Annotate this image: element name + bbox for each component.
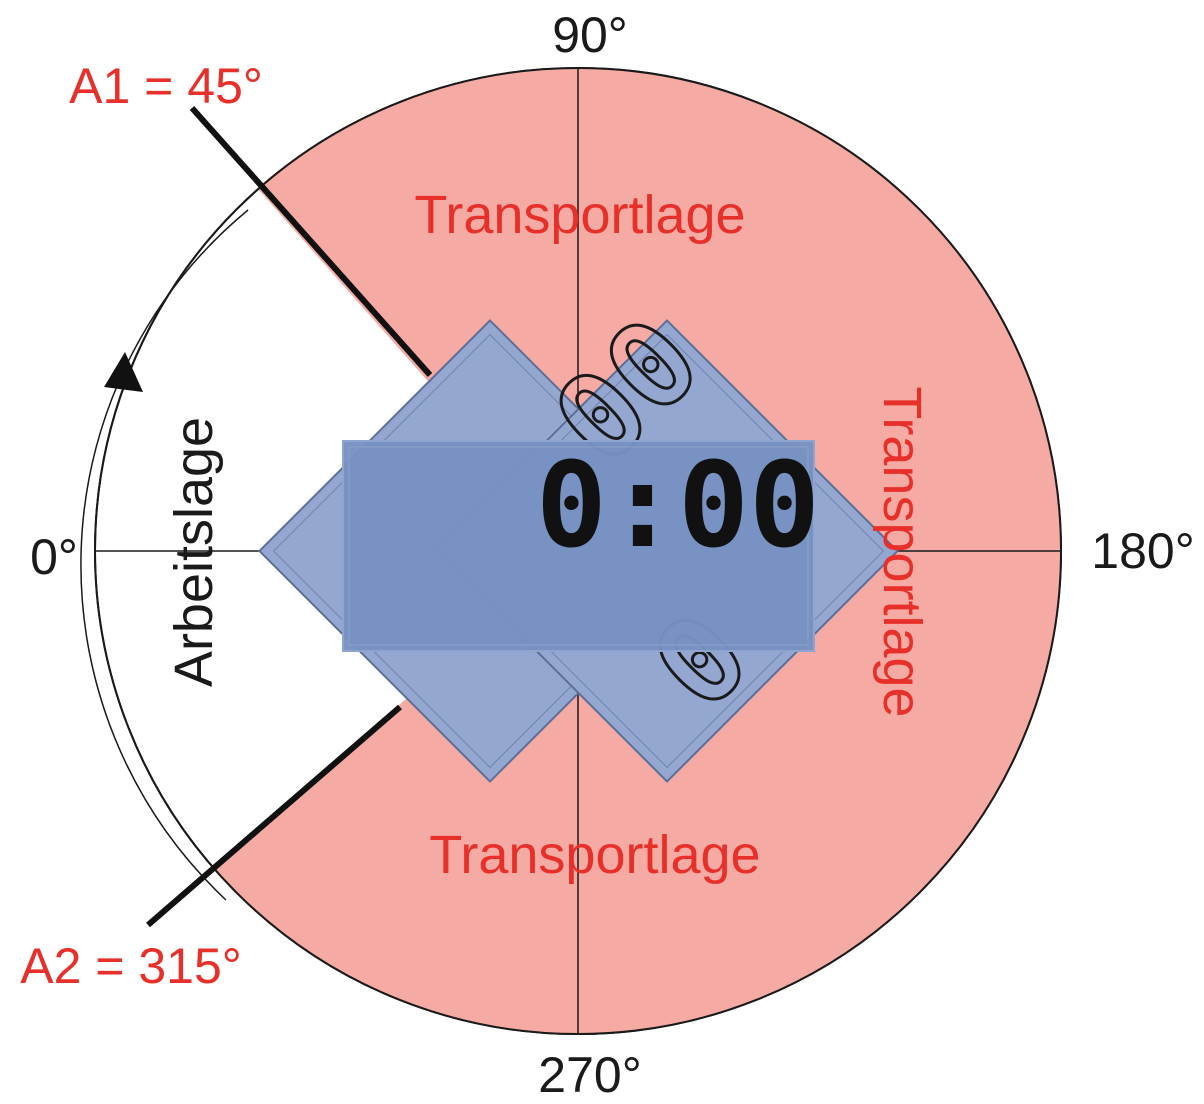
display-time: 0:00 — [536, 436, 820, 574]
angle-label-180: 180° — [1091, 523, 1194, 579]
display-inner-frame — [348, 446, 809, 646]
a1-boundary-line — [189, 106, 433, 377]
region-label-transport-top: Transportlage — [414, 185, 745, 245]
display-body — [342, 440, 815, 652]
work-zone-arc — [80, 209, 249, 901]
angle-label-0: 0° — [30, 529, 78, 585]
region-label-transport-bottom: Transportlage — [429, 825, 760, 885]
marker-label-a2: A2 = 315° — [20, 938, 242, 994]
arrow-up-icon — [104, 352, 143, 392]
region-label-work: Arbeitslage — [164, 417, 224, 687]
marker-label-a1: A1 = 45° — [69, 58, 263, 114]
angle-label-270: 270° — [538, 1047, 641, 1099]
a2-boundary-line — [146, 704, 402, 928]
region-label-transport-right: Transportlage — [872, 386, 932, 717]
angle-label-90: 90° — [552, 7, 628, 63]
